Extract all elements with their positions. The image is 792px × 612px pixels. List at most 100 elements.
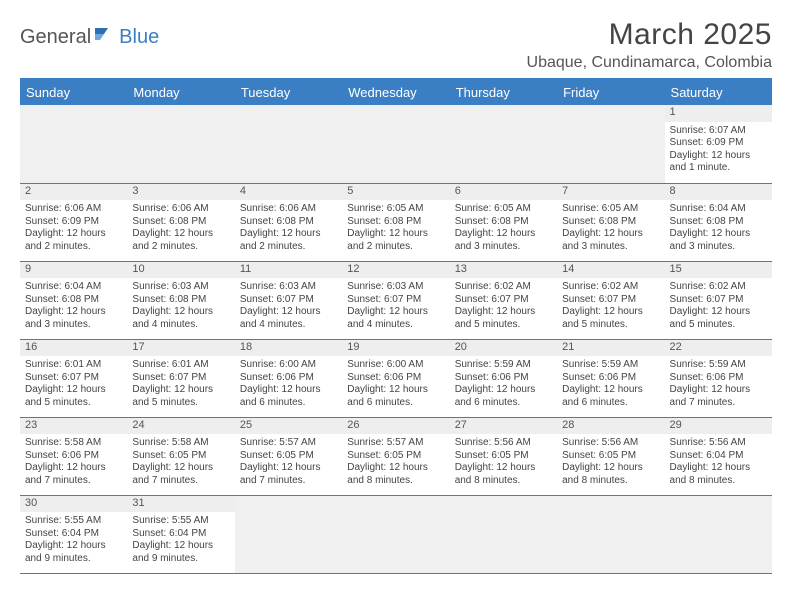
calendar-week-row: 16Sunrise: 6:01 AMSunset: 6:07 PMDayligh… [20,339,772,417]
calendar-day-cell: 8Sunrise: 6:04 AMSunset: 6:08 PMDaylight… [665,183,772,261]
daylight-text: Daylight: 12 hours and 6 minutes. [240,384,337,409]
sunset-text: Sunset: 6:05 PM [455,450,552,463]
sunset-text: Sunset: 6:07 PM [670,294,767,307]
day-number: 2 [20,184,127,201]
sunrise-text: Sunrise: 6:03 AM [347,281,444,294]
calendar-day-cell: 16Sunrise: 6:01 AMSunset: 6:07 PMDayligh… [20,339,127,417]
sunrise-text: Sunrise: 5:55 AM [25,515,122,528]
calendar-day-cell: 20 Sunrise: 5:59 AMSunset: 6:06 PMDayligh… [450,339,557,417]
sunrise-text: Sunrise: 5:58 AM [25,437,122,450]
weekday-header: Thursday [450,79,557,105]
day-number: 25 [235,418,342,435]
day-number: 3 [127,184,234,201]
day-number: 7 [557,184,664,201]
day-number: 19 [342,340,449,357]
calendar-day-cell: 23Sunrise: 5:58 AMSunset: 6:06 PMDayligh… [20,417,127,495]
sunset-text: Sunset: 6:08 PM [347,216,444,229]
sunrise-text: Sunrise: 6:02 AM [562,281,659,294]
sunrise-text: Sunrise: 6:06 AM [25,203,122,216]
day-number: 22 [665,340,772,357]
day-number: 16 [20,340,127,357]
daylight-text: Daylight: 12 hours and 8 minutes. [670,462,767,487]
calendar-day-cell: 6Sunrise: 6:05 AMSunset: 6:08 PMDaylight… [450,183,557,261]
day-number: 1 [665,105,772,122]
day-number: 29 [665,418,772,435]
calendar-day-cell: 1Sunrise: 6:07 AMSunset: 6:09 PMDaylight… [665,105,772,183]
daylight-text: Daylight: 12 hours and 2 minutes. [132,228,229,253]
weekday-header: Tuesday [235,79,342,105]
daylight-text: Daylight: 12 hours and 5 minutes. [562,306,659,331]
sunrise-text: Sunrise: 6:06 AM [240,203,337,216]
day-number: 28 [557,418,664,435]
day-number: 20 [450,340,557,357]
sunrise-text: Sunrise: 5:59 AM [455,359,552,372]
sunrise-text: Sunrise: 6:06 AM [132,203,229,216]
sunrise-text: Sunrise: 6:00 AM [347,359,444,372]
day-number: 21 [557,340,664,357]
title-block: March 2025 Ubaque, Cundinamarca, Colombi… [527,18,772,72]
daylight-text: Daylight: 12 hours and 3 minutes. [455,228,552,253]
sunrise-text: Sunrise: 6:05 AM [455,203,552,216]
sunset-text: Sunset: 6:06 PM [670,372,767,385]
calendar-day-cell: 28Sunrise: 5:56 AMSunset: 6:05 PMDayligh… [557,417,664,495]
calendar-day-cell: 19Sunrise: 6:00 AMSunset: 6:06 PMDayligh… [342,339,449,417]
calendar-week-row: 1Sunrise: 6:07 AMSunset: 6:09 PMDaylight… [20,105,772,183]
sunset-text: Sunset: 6:06 PM [240,372,337,385]
location-subtitle: Ubaque, Cundinamarca, Colombia [527,54,772,72]
sunset-text: Sunset: 6:05 PM [132,450,229,463]
day-number: 13 [450,262,557,279]
calendar-day-cell [127,105,234,183]
calendar-week-row: 23Sunrise: 5:58 AMSunset: 6:06 PMDayligh… [20,417,772,495]
weekday-header: Wednesday [342,79,449,105]
sunset-text: Sunset: 6:06 PM [455,372,552,385]
sunrise-text: Sunrise: 5:56 AM [562,437,659,450]
weekday-header: Saturday [665,79,772,105]
daylight-text: Daylight: 12 hours and 5 minutes. [132,384,229,409]
calendar-week-row: 30Sunrise: 5:55 AMSunset: 6:04 PMDayligh… [20,495,772,573]
day-number: 27 [450,418,557,435]
sunrise-text: Sunrise: 5:58 AM [132,437,229,450]
calendar-day-cell: 2Sunrise: 6:06 AMSunset: 6:09 PMDaylight… [20,183,127,261]
calendar-day-cell: 24Sunrise: 5:58 AMSunset: 6:05 PMDayligh… [127,417,234,495]
day-number: 9 [20,262,127,279]
weekday-header: Friday [557,79,664,105]
day-number: 12 [342,262,449,279]
calendar-day-cell [342,105,449,183]
daylight-text: Daylight: 12 hours and 9 minutes. [132,540,229,565]
calendar-day-cell: 26Sunrise: 5:57 AMSunset: 6:05 PMDayligh… [342,417,449,495]
sunset-text: Sunset: 6:09 PM [670,137,767,150]
calendar-table: Sunday Monday Tuesday Wednesday Thursday… [20,78,772,574]
sunrise-text: Sunrise: 6:02 AM [670,281,767,294]
daylight-text: Daylight: 12 hours and 2 minutes. [347,228,444,253]
daylight-text: Daylight: 12 hours and 7 minutes. [25,462,122,487]
sunrise-text: Sunrise: 5:56 AM [670,437,767,450]
calendar-day-cell: 10Sunrise: 6:03 AMSunset: 6:08 PMDayligh… [127,261,234,339]
sunrise-text: Sunrise: 6:01 AM [25,359,122,372]
daylight-text: Daylight: 12 hours and 2 minutes. [25,228,122,253]
day-number: 11 [235,262,342,279]
sunset-text: Sunset: 6:07 PM [132,372,229,385]
sunset-text: Sunset: 6:08 PM [455,216,552,229]
calendar-day-cell: 14Sunrise: 6:02 AMSunset: 6:07 PMDayligh… [557,261,664,339]
sunset-text: Sunset: 6:06 PM [562,372,659,385]
daylight-text: Daylight: 12 hours and 9 minutes. [25,540,122,565]
sunset-text: Sunset: 6:07 PM [25,372,122,385]
calendar-day-cell: 12Sunrise: 6:03 AMSunset: 6:07 PMDayligh… [342,261,449,339]
calendar-day-cell: 3 Sunrise: 6:06 AMSunset: 6:08 PMDaylight… [127,183,234,261]
sunset-text: Sunset: 6:05 PM [562,450,659,463]
sunset-text: Sunset: 6:07 PM [455,294,552,307]
weekday-header: Monday [127,79,234,105]
sunrise-text: Sunrise: 5:57 AM [240,437,337,450]
daylight-text: Daylight: 12 hours and 5 minutes. [455,306,552,331]
calendar-week-row: 9Sunrise: 6:04 AMSunset: 6:08 PMDaylight… [20,261,772,339]
sunrise-text: Sunrise: 6:05 AM [562,203,659,216]
calendar-day-cell: 5Sunrise: 6:05 AMSunset: 6:08 PMDaylight… [342,183,449,261]
sunset-text: Sunset: 6:08 PM [132,216,229,229]
calendar-day-cell: 18Sunrise: 6:00 AMSunset: 6:06 PMDayligh… [235,339,342,417]
daylight-text: Daylight: 12 hours and 3 minutes. [25,306,122,331]
daylight-text: Daylight: 12 hours and 6 minutes. [455,384,552,409]
sunrise-text: Sunrise: 5:56 AM [455,437,552,450]
calendar-day-cell: 7Sunrise: 6:05 AMSunset: 6:08 PMDaylight… [557,183,664,261]
page-title: March 2025 [527,18,772,52]
calendar-day-cell: 15Sunrise: 6:02 AMSunset: 6:07 PMDayligh… [665,261,772,339]
